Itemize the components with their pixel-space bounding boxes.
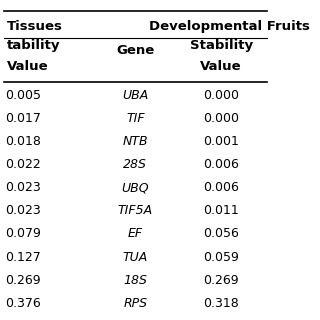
Text: Value: Value <box>200 60 242 73</box>
Text: 0.000: 0.000 <box>203 112 239 125</box>
Text: 18S: 18S <box>124 274 147 287</box>
Text: 0.000: 0.000 <box>203 89 239 101</box>
Text: 0.001: 0.001 <box>203 135 239 148</box>
Text: 0.005: 0.005 <box>5 89 41 101</box>
Text: tability: tability <box>7 39 60 52</box>
Text: Gene: Gene <box>116 44 155 57</box>
Text: 0.018: 0.018 <box>5 135 41 148</box>
Text: 28S: 28S <box>124 158 147 171</box>
Text: Tissues: Tissues <box>7 20 63 33</box>
Text: 0.079: 0.079 <box>5 228 41 240</box>
Text: TIF5A: TIF5A <box>118 204 153 217</box>
Text: 0.023: 0.023 <box>5 204 41 217</box>
Text: 0.127: 0.127 <box>5 251 41 264</box>
Text: 0.376: 0.376 <box>5 297 41 310</box>
Text: 0.059: 0.059 <box>203 251 239 264</box>
Text: 0.006: 0.006 <box>203 158 239 171</box>
Text: 0.022: 0.022 <box>5 158 41 171</box>
Text: 0.056: 0.056 <box>203 228 239 240</box>
Text: Stability: Stability <box>189 39 253 52</box>
Text: TUA: TUA <box>123 251 148 264</box>
Text: TIF: TIF <box>126 112 145 125</box>
Text: 0.017: 0.017 <box>5 112 41 125</box>
Text: 0.011: 0.011 <box>203 204 239 217</box>
Text: UBA: UBA <box>122 89 148 101</box>
Text: EF: EF <box>128 228 143 240</box>
Text: UBQ: UBQ <box>122 181 149 194</box>
Text: 0.318: 0.318 <box>203 297 239 310</box>
Text: Value: Value <box>7 60 48 73</box>
Text: Developmental Fruits: Developmental Fruits <box>149 20 310 33</box>
Text: RPS: RPS <box>124 297 148 310</box>
Text: NTB: NTB <box>123 135 148 148</box>
Text: 0.006: 0.006 <box>203 181 239 194</box>
Text: 0.269: 0.269 <box>5 274 41 287</box>
Text: 0.023: 0.023 <box>5 181 41 194</box>
Text: 0.269: 0.269 <box>203 274 239 287</box>
